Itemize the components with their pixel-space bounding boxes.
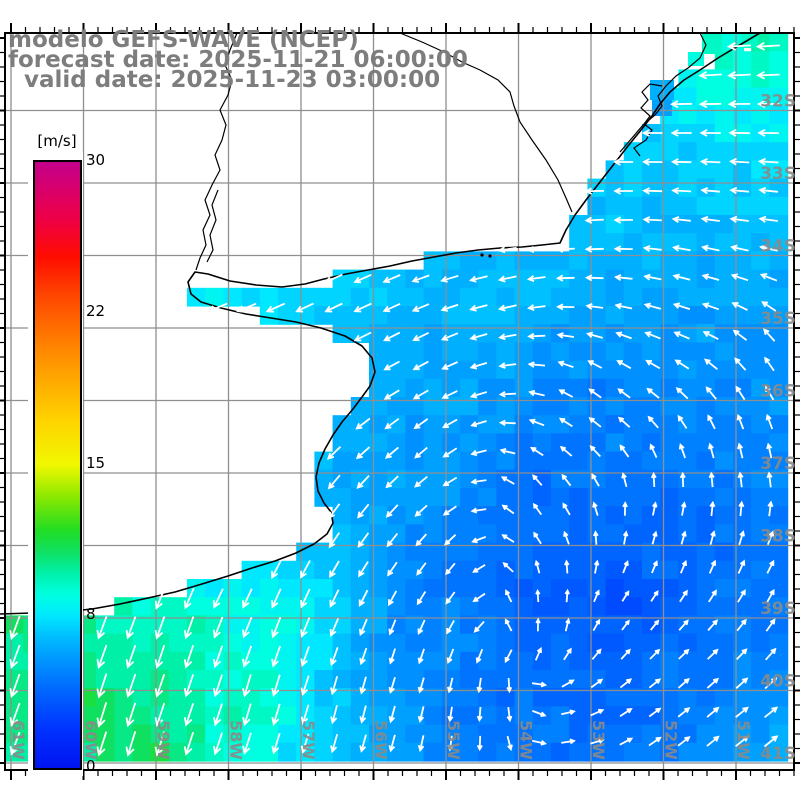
lat-label: 41S [760,744,796,764]
lon-label: 58W [227,720,246,760]
graticule [5,33,794,770]
lat-label: 40S [760,672,796,692]
rivers-and-borders [195,32,573,271]
lon-label: 56W [372,720,391,760]
axis-ticks [0,23,800,780]
lon-label: 61W [9,720,28,760]
direction-arrows [9,41,781,757]
colorbar-tick-label: 8 [86,605,96,623]
lon-label: 52W [662,720,681,760]
lat-label: 39S [760,599,796,619]
graticule-labels: 32S 33S 34S 35S 36S 37S 38S 39S 40S 41S 61W 60W 59W 5… [9,92,796,765]
lagoons [619,32,707,157]
colorbar-tick-label: 15 [86,454,106,472]
lon-label: 54W [517,720,536,760]
lat-label: 36S [760,382,796,402]
lat-label: 32S [760,92,796,112]
lon-label: 60W [82,720,101,760]
colorbar-tick-label: 0 [86,757,96,775]
lon-label: 55W [444,720,463,760]
lat-label: 37S [760,454,796,474]
lon-label: 51W [734,720,753,760]
lat-label: 34S [760,237,796,257]
lat-label: 35S [760,309,796,329]
lat-label: 33S [760,164,796,184]
colorbar-tick-label: 22 [86,302,106,320]
colorbar-unit-label: [m/s] [37,132,77,150]
lon-label: 53W [589,720,608,760]
lon-label: 57W [299,720,318,760]
lon-label: 59W [154,720,173,760]
colorbar-gradient [33,160,82,770]
islands [480,253,492,258]
lat-label: 38S [760,527,796,547]
colorbar-tick-label: 30 [86,151,106,169]
ocean-speed-cells [5,33,789,762]
